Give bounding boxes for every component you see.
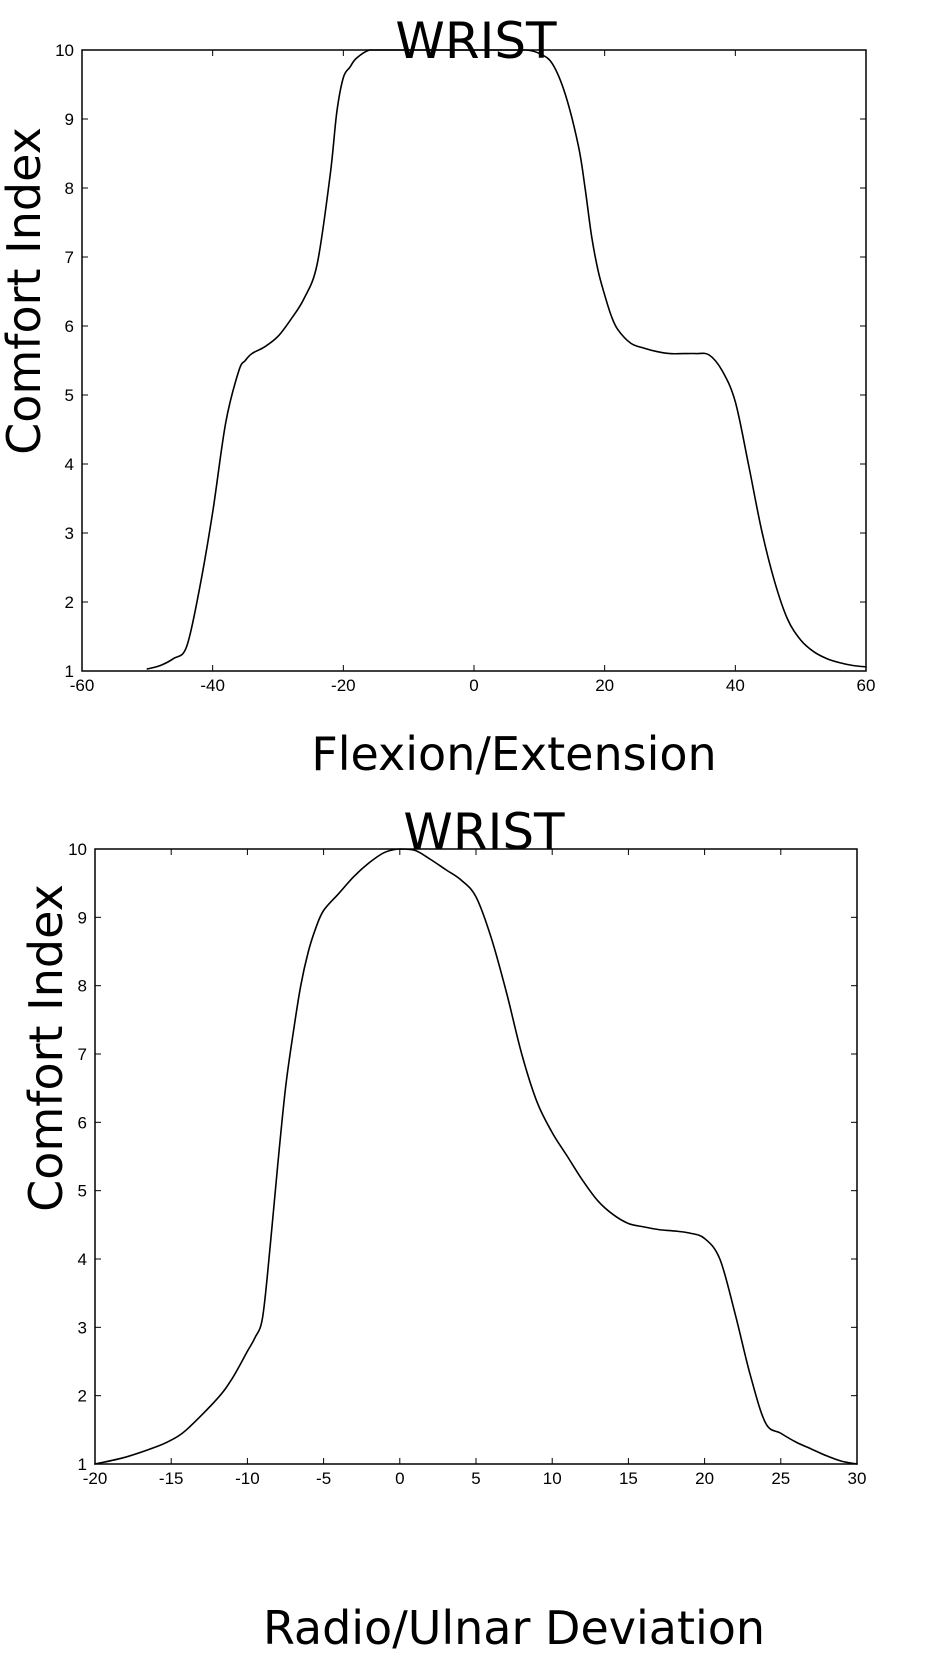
x-axis-label: Flexion/Extension	[311, 727, 716, 781]
x-tick-label: 60	[857, 676, 876, 695]
chart-flexion-extension: WRIST Comfort Index Flexion/Extension -6…	[0, 12, 875, 781]
x-axis-label: Radio/Ulnar Deviation	[263, 1601, 765, 1655]
y-tick-label: 6	[78, 1113, 87, 1132]
x-tick-label: 20	[695, 1469, 714, 1488]
y-tick-label: 4	[78, 1250, 87, 1269]
tick-group	[94, 848, 858, 1465]
y-tick-label: 9	[78, 908, 87, 927]
chart-title: WRIST	[403, 803, 565, 861]
x-tick-label: -15	[159, 1469, 184, 1488]
x-tick-label: 40	[726, 676, 745, 695]
x-tick-label: -20	[83, 1469, 108, 1488]
y-tick-label: 1	[65, 662, 74, 681]
y-tick-label: 10	[55, 41, 74, 60]
x-tick-label: -10	[235, 1469, 260, 1488]
x-tick-label: -5	[316, 1469, 331, 1488]
y-tick-label: 8	[78, 977, 87, 996]
x-tick-label: 25	[771, 1469, 790, 1488]
plot-frame	[94, 848, 858, 1465]
x-tick-label: -40	[200, 676, 225, 695]
x-tick-label: 30	[848, 1469, 867, 1488]
x-tick-label: 5	[471, 1469, 480, 1488]
y-tick-label: 10	[68, 840, 87, 859]
series-line	[146, 49, 867, 670]
y-tick-label: 3	[65, 524, 74, 543]
x-tick-label: 20	[595, 676, 614, 695]
x-tick-label: -60	[70, 676, 95, 695]
y-tick-label: 7	[65, 248, 74, 267]
y-tick-label: 8	[65, 179, 74, 198]
chart-title: WRIST	[395, 12, 557, 70]
y-tick-label: 6	[65, 317, 74, 336]
x-tick-label: 10	[543, 1469, 562, 1488]
y-axis-label: Comfort Index	[19, 884, 73, 1212]
y-tick-label: 3	[78, 1318, 87, 1337]
x-tick-label: -20	[331, 676, 356, 695]
y-axis-label: Comfort Index	[0, 127, 51, 455]
y-tick-label: 9	[65, 110, 74, 129]
y-tick-label: 5	[78, 1182, 87, 1201]
x-tick-label: 0	[395, 1469, 404, 1488]
series-line	[94, 848, 858, 1465]
plot-frame	[81, 49, 867, 672]
x-tick-label: 0	[469, 676, 478, 695]
y-tick-label: 1	[78, 1455, 87, 1474]
x-tick-label: 15	[619, 1469, 638, 1488]
tick-group	[81, 49, 867, 672]
y-tick-label: 7	[78, 1045, 87, 1064]
y-tick-label: 4	[65, 455, 74, 474]
y-tick-label: 2	[65, 593, 74, 612]
tick-label-group: -60 -40 -20 0 20 40 60 1 2 3 4 5 6 7 8 9 10	[55, 41, 875, 695]
y-tick-label: 5	[65, 386, 74, 405]
y-tick-label: 2	[78, 1387, 87, 1406]
tick-label-group: -20 -15 -10 -5 0 5 10 15 20 25 30 1 2 3 4 5 6 7 8 9 10	[68, 840, 866, 1488]
chart-radio-ulnar-deviation: WRIST Comfort Index Radio/Ulnar Deviatio…	[19, 803, 866, 1655]
